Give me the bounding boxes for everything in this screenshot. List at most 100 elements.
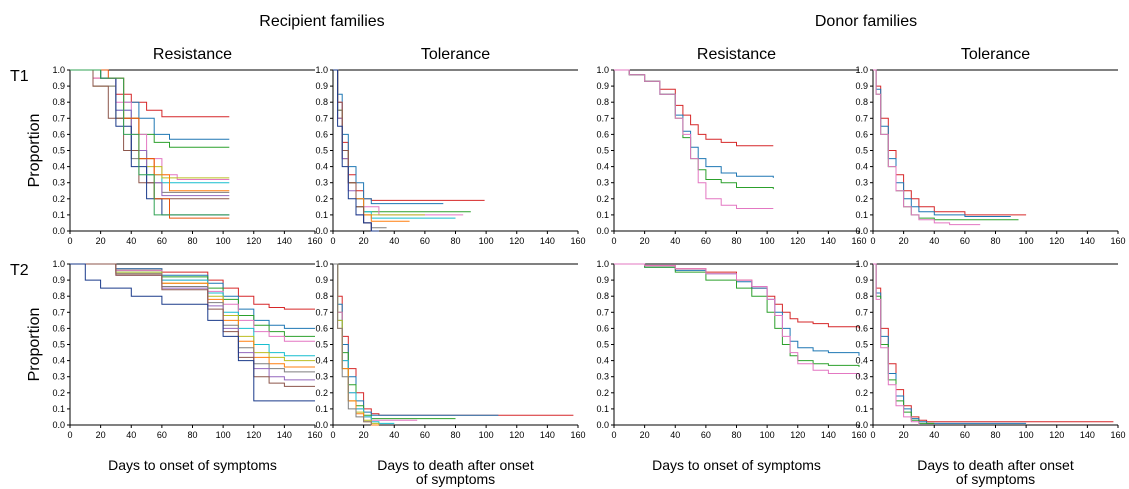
y-tick-label: 0.7 — [315, 113, 328, 123]
x-tick-label: 20 — [899, 236, 909, 246]
y-tick-label: 0.2 — [315, 194, 328, 204]
series-line — [873, 69, 1011, 217]
y-tick-label: 0.8 — [855, 291, 868, 301]
series-line — [333, 69, 379, 232]
y-tick-label: 0.7 — [855, 307, 868, 317]
x-tick-label: 140 — [540, 236, 555, 246]
y-tick-label: 0.4 — [855, 356, 868, 366]
panel-title: Tolerance — [421, 46, 490, 63]
y-tick-label: 0.7 — [52, 113, 65, 123]
x-tick-label: 60 — [157, 236, 167, 246]
x-tick-label: 0 — [67, 430, 72, 440]
y-tick-label: 0.9 — [596, 81, 609, 91]
x-tick-label: 160 — [851, 236, 866, 246]
x-axis-label: Days to onset of symptoms — [652, 457, 821, 473]
series-line — [614, 263, 860, 377]
x-tick-label: 160 — [1110, 236, 1125, 246]
x-tick-label: 140 — [821, 236, 836, 246]
panel-1-1: 0.0 0.1 0.2 0.3 0.4 0.5 0.6 0.7 0.8 0.9 1.0 0 20 40 60… — [10, 46, 323, 246]
x-tick-label: 60 — [960, 430, 970, 440]
series-line — [333, 263, 418, 421]
x-tick-label: 100 — [1019, 236, 1034, 246]
series-line — [70, 263, 315, 381]
panels: 0.0 0.1 0.2 0.3 0.4 0.5 0.6 0.7 0.8 0.9 1.0 0 20 40 60… — [10, 46, 1126, 487]
y-tick-label: 0.7 — [855, 113, 868, 123]
y-tick-label: 0.4 — [315, 356, 328, 366]
series-line — [70, 69, 230, 184]
row-label: T2 — [10, 262, 29, 279]
x-tick-label: 160 — [570, 430, 585, 440]
x-tick-label: 20 — [96, 430, 106, 440]
x-axis-label: Days to death after onset — [377, 457, 534, 473]
y-axis-label: Proportion — [26, 114, 43, 188]
x-tick-label: 20 — [359, 236, 369, 246]
y-tick-label: 0.6 — [855, 323, 868, 333]
series-line — [333, 263, 456, 420]
y-tick-label: 0.6 — [52, 323, 65, 333]
y-tick-label: 1.0 — [855, 259, 868, 269]
series-line — [70, 263, 315, 357]
y-tick-label: 0.4 — [52, 356, 65, 366]
y-tick-label: 0.9 — [52, 81, 65, 91]
series-line — [70, 263, 315, 329]
y-tick-label: 0.3 — [596, 178, 609, 188]
x-tick-label: 60 — [420, 430, 430, 440]
x-tick-label: 160 — [851, 430, 866, 440]
x-tick-label: 80 — [990, 236, 1000, 246]
y-tick-label: 0.9 — [52, 275, 65, 285]
series-line — [333, 263, 379, 426]
series-line — [873, 263, 1114, 423]
panel-title: Resistance — [153, 46, 232, 63]
panel-1-3: 0.0 0.1 0.2 0.3 0.4 0.5 0.6 0.7 0.8 0.9 1.0 0 20 40 60… — [596, 46, 866, 246]
x-tick-label: 20 — [359, 430, 369, 440]
y-tick-label: 0.0 — [52, 226, 65, 236]
x-tick-label: 80 — [187, 430, 197, 440]
x-tick-label: 0 — [870, 430, 875, 440]
series-line — [614, 69, 774, 178]
y-tick-label: 0.0 — [315, 420, 328, 430]
x-tick-label: 100 — [760, 236, 775, 246]
y-tick-label: 0.9 — [596, 275, 609, 285]
y-tick-label: 0.9 — [315, 81, 328, 91]
x-tick-label: 140 — [821, 430, 836, 440]
x-tick-label: 100 — [216, 236, 231, 246]
y-tick-label: 0.9 — [855, 275, 868, 285]
x-tick-label: 120 — [246, 430, 261, 440]
x-tick-label: 40 — [126, 430, 136, 440]
x-tick-label: 0 — [611, 430, 616, 440]
y-tick-label: 0.5 — [52, 146, 65, 156]
series-line — [614, 69, 774, 147]
x-tick-label: 40 — [670, 236, 680, 246]
y-tick-label: 0.9 — [315, 275, 328, 285]
panel-title: Resistance — [697, 46, 776, 63]
x-axis-label: of symptoms — [416, 471, 495, 487]
y-tick-label: 0.2 — [315, 388, 328, 398]
y-tick-label: 0.3 — [52, 372, 65, 382]
series-line — [333, 263, 372, 425]
y-tick-label: 0.5 — [596, 146, 609, 156]
group-label-donor: Donor families — [815, 13, 917, 30]
panel-1-2: 0.0 0.1 0.2 0.3 0.4 0.5 0.6 0.7 0.8 0.9 1.0 0 20 40 60… — [315, 46, 585, 246]
x-tick-label: 80 — [450, 430, 460, 440]
series-line — [70, 69, 230, 216]
y-tick-label: 0.1 — [52, 210, 65, 220]
y-tick-label: 0.1 — [596, 404, 609, 414]
series-line — [333, 69, 464, 216]
x-tick-label: 20 — [640, 430, 650, 440]
x-tick-label: 120 — [509, 236, 524, 246]
y-axis-label: Proportion — [26, 308, 43, 382]
series-line — [70, 263, 315, 362]
y-tick-label: 0.1 — [52, 404, 65, 414]
x-tick-label: 20 — [96, 236, 106, 246]
y-tick-label: 0.0 — [855, 226, 868, 236]
x-tick-label: 120 — [509, 430, 524, 440]
series-line — [70, 69, 230, 216]
series-line — [873, 69, 981, 226]
x-axis-label: of symptoms — [956, 471, 1035, 487]
x-tick-label: 100 — [479, 430, 494, 440]
series-line — [614, 69, 774, 190]
series-line — [873, 263, 920, 425]
series-line — [70, 69, 230, 140]
x-tick-label: 40 — [929, 430, 939, 440]
x-tick-label: 120 — [1049, 430, 1064, 440]
